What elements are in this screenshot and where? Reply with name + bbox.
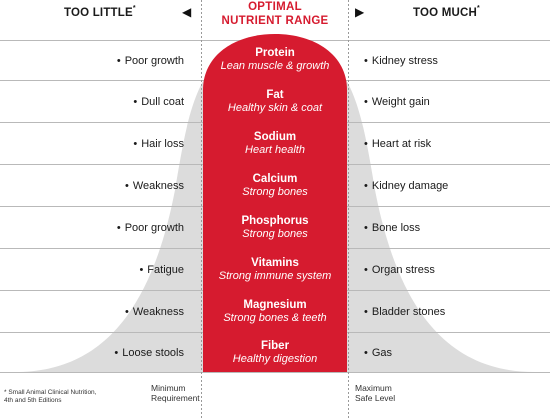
nutrient-benefit: Healthy digestion — [232, 353, 318, 365]
bullet: • — [133, 138, 138, 150]
too-little-label: TOO LITTLE* — [64, 5, 136, 19]
bullet: • — [114, 347, 119, 359]
optimal-range-title: OPTIMAL NUTRIENT RANGE — [201, 0, 349, 28]
excess-item: • Gas — [364, 347, 393, 359]
bullet: • — [364, 55, 368, 67]
excess-item: • Weight gain — [364, 96, 430, 108]
nutrient-name: Fat — [266, 89, 284, 101]
bullet: • — [364, 180, 368, 192]
nutrient-cell: Fat Healthy skin & coat — [203, 89, 347, 115]
excess-item: • Kidney stress — [364, 55, 438, 67]
nutrient-name: Vitamins — [251, 257, 299, 269]
nutrient-cell: Calcium Strong bones — [203, 173, 347, 199]
bullet: • — [116, 55, 121, 67]
deficiency-item: • Dull coat — [133, 96, 184, 108]
excess-item: • Bladder stones — [364, 306, 446, 318]
nutrient-name: Sodium — [253, 131, 297, 143]
bullet: • — [133, 96, 138, 108]
bullet: • — [364, 347, 368, 359]
nutrient-cell: Phosphorus Strong bones — [203, 215, 347, 241]
bullet: • — [364, 96, 368, 108]
asterisk: * — [477, 5, 480, 12]
nutrient-cell: Magnesium Strong bones & teeth — [203, 299, 347, 325]
deficiency-item: • Weakness — [124, 180, 184, 192]
nutrient-name: Protein — [255, 47, 295, 59]
range-dividers — [201, 0, 349, 418]
deficiency-item: • Poor growth — [116, 55, 184, 67]
nutrient-benefit: Strong bones & teeth — [223, 312, 327, 324]
nutrient-benefit: Strong immune system — [218, 270, 332, 282]
bullet: • — [116, 222, 121, 234]
nutrient-cell: Protein Lean muscle & growth — [203, 47, 347, 73]
bullet: • — [364, 264, 368, 276]
bullet: • — [124, 306, 129, 318]
deficiency-item: • Poor growth — [116, 222, 184, 234]
excess-item: • Heart at risk — [364, 138, 432, 150]
bullet: • — [364, 138, 368, 150]
bullet: • — [124, 180, 129, 192]
deficiency-item: • Hair loss — [133, 138, 184, 150]
right-arrow-icon: ▶ — [355, 5, 365, 19]
optimal-range-band — [203, 34, 347, 372]
source-footnote: * Small Animal Clinical Nutrition, 4th a… — [4, 389, 97, 404]
left-arrow-icon: ◀ — [182, 5, 192, 19]
excess-item: • Bone loss — [364, 222, 421, 234]
deficiency-item: • Fatigue — [139, 264, 184, 276]
nutrient-benefit: Strong bones — [242, 228, 308, 240]
minimum-requirement-label: Minimum Requirement — [151, 383, 200, 403]
nutrient-name: Calcium — [252, 173, 298, 185]
bullet: • — [139, 264, 144, 276]
nutrient-benefit: Healthy skin & coat — [227, 102, 323, 114]
too-much-label: TOO MUCH* — [413, 5, 480, 19]
deficiency-item: • Loose stools — [114, 347, 184, 359]
excess-item: • Organ stress — [364, 264, 435, 276]
nutrient-cell: Fiber Healthy digestion — [203, 340, 347, 366]
nutrient-cell: Sodium Heart health — [203, 131, 347, 157]
maximum-safe-level-label: Maximum Safe Level — [355, 383, 396, 403]
asterisk: * — [132, 5, 136, 12]
nutrient-benefit: Heart health — [245, 144, 305, 156]
excess-item: • Kidney damage — [364, 180, 449, 192]
nutrient-name: Phosphorus — [241, 215, 309, 227]
bullet: • — [364, 222, 368, 234]
nutrient-name: Fiber — [260, 340, 290, 352]
nutrient-name: Magnesium — [243, 299, 307, 311]
deficiency-item: • Weakness — [124, 306, 184, 318]
nutrient-benefit: Strong bones — [242, 186, 308, 198]
bullet: • — [364, 306, 368, 318]
nutrient-benefit: Lean muscle & growth — [220, 60, 330, 72]
optimal-title-line2: NUTRIENT RANGE — [221, 15, 329, 27]
nutrient-cell: Vitamins Strong immune system — [203, 257, 347, 283]
optimal-title-line1: OPTIMAL — [248, 1, 302, 13]
